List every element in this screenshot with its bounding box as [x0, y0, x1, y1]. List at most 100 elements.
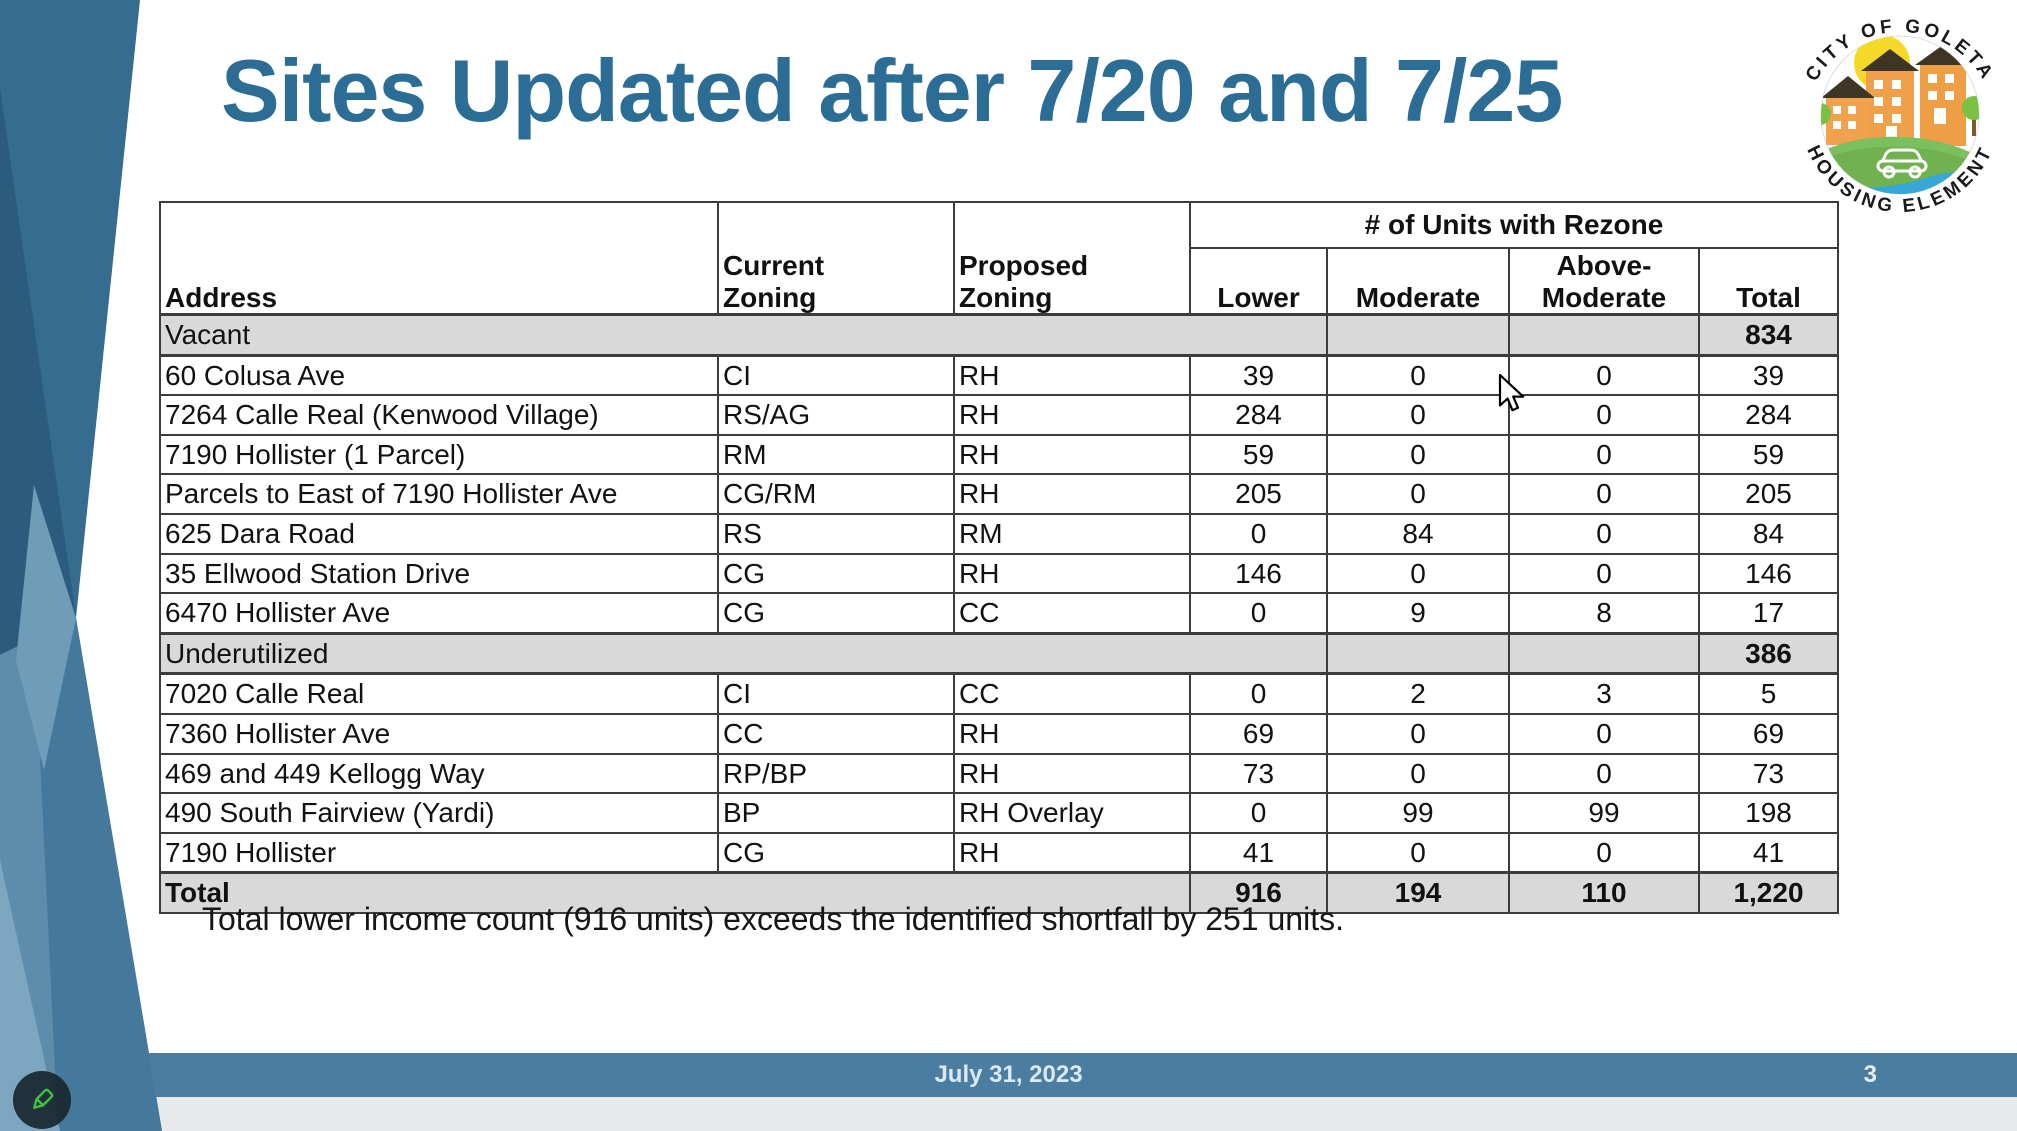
table-row: 490 South Fairview (Yardi) BP RH Overlay 0 9…: [159, 792, 1839, 834]
table-row: 6470 Hollister Ave CG CC 0 9 8 17: [159, 592, 1839, 635]
table-cell: 7190 Hollister (1 Parcel): [159, 433, 719, 476]
table-cell: 0: [1508, 712, 1700, 755]
table-cell: 5: [1698, 672, 1839, 715]
table-cell: 0: [1508, 512, 1700, 555]
table-body: Vacant 834 60 Colusa Ave CI RH 39 0 0 39 7264 Cal…: [159, 313, 1839, 914]
table-cell: 146: [1189, 552, 1328, 595]
table-row: 469 and 449 Kellogg Way RP/BP RH 73 0 0 73: [159, 752, 1839, 795]
table-cell: 834: [1698, 313, 1839, 357]
table-row: 7190 Hollister (1 Parcel) RM RH 59 0 0 59: [159, 433, 1839, 476]
section-row: Underutilized 386: [159, 631, 1839, 676]
table-cell: 110: [1508, 871, 1700, 914]
table-cell: 69: [1189, 712, 1328, 755]
table-cell: 17: [1698, 592, 1839, 635]
table-header-sub-row: Lower Moderate Above- Moderate Total: [160, 247, 1839, 316]
table-header-group-row: Address Current Zoning Proposed Zoning #…: [159, 201, 1839, 316]
table-cell: CI: [717, 354, 955, 397]
table-cell: 9: [1326, 592, 1510, 635]
table-cell: 0: [1189, 672, 1328, 715]
table-cell: 39: [1189, 354, 1328, 397]
table-cell: 0: [1326, 752, 1510, 795]
table-cell: 205: [1698, 473, 1839, 515]
table-cell: 490 South Fairview (Yardi): [159, 792, 719, 834]
col-header-proposed-zoning: Proposed Zoning: [953, 201, 1191, 316]
table-row: 625 Dara Road RS RM 0 84 0 84: [159, 512, 1839, 555]
col-header-address: Address: [159, 201, 719, 316]
table-cell: 0: [1326, 473, 1510, 515]
table-cell: [1508, 631, 1700, 676]
col-header-lower: Lower: [1189, 247, 1328, 316]
col-header-total: Total: [1698, 247, 1839, 316]
table-cell: 99: [1326, 792, 1510, 834]
footer-bar: [0, 1053, 2017, 1097]
annotate-button[interactable]: [13, 1071, 71, 1129]
table-cell: 0: [1326, 552, 1510, 595]
table-cell: 73: [1189, 752, 1328, 795]
table-row: 60 Colusa Ave CI RH 39 0 0 39: [159, 354, 1839, 397]
table-cell: RM: [953, 512, 1191, 555]
table-cell: 469 and 449 Kellogg Way: [159, 752, 719, 795]
table-cell: 84: [1326, 512, 1510, 555]
table-cell: 0: [1189, 592, 1328, 635]
table-cell: RM: [717, 433, 955, 476]
table-cell: RP/BP: [717, 752, 955, 795]
section-row: Vacant 834: [159, 313, 1839, 357]
col-header-current-zoning: Current Zoning: [717, 201, 955, 316]
table-cell: [1326, 313, 1510, 357]
table-cell: 0: [1508, 552, 1700, 595]
table-cell: 284: [1698, 394, 1839, 436]
table-cell: 7264 Calle Real (Kenwood Village): [159, 394, 719, 436]
table-cell: 35 Ellwood Station Drive: [159, 552, 719, 595]
table-cell: 7360 Hollister Ave: [159, 712, 719, 755]
table-cell: 0: [1508, 831, 1700, 874]
table-cell: 0: [1326, 831, 1510, 874]
table-cell: 625 Dara Road: [159, 512, 719, 555]
footer-date: July 31, 2023: [934, 1061, 1083, 1088]
table-cell: 1,220: [1698, 871, 1839, 914]
table-cell: 386: [1698, 631, 1839, 676]
table-cell: CG: [717, 592, 955, 635]
slide-theme-art: [0, 0, 162, 1131]
table-cell: Underutilized: [159, 631, 1328, 676]
table-cell: 916: [1189, 871, 1328, 914]
table-row: Parcels to East of 7190 Hollister Ave CG/…: [159, 473, 1839, 515]
table-cell: 0: [1326, 354, 1510, 397]
table-cell: 3: [1508, 672, 1700, 715]
table-cell: 0: [1508, 473, 1700, 515]
table-cell: 39: [1698, 354, 1839, 397]
table-cell: Parcels to East of 7190 Hollister Ave: [159, 473, 719, 515]
table-cell: CC: [953, 592, 1191, 635]
table-cell: 0: [1189, 792, 1328, 834]
summary-note: Total lower income count (916 units) exc…: [202, 901, 1344, 937]
table-cell: 60 Colusa Ave: [159, 354, 719, 397]
col-header-moderate: Moderate: [1326, 247, 1510, 316]
table-cell: BP: [717, 792, 955, 834]
col-header-above-moderate: Above- Moderate: [1508, 247, 1700, 316]
table-cell: RH: [953, 712, 1191, 755]
table-cell: 198: [1698, 792, 1839, 834]
table-cell: 59: [1189, 433, 1328, 476]
table-cell: RH: [953, 354, 1191, 397]
table-cell: RS/AG: [717, 394, 955, 436]
table-cell: RS: [717, 512, 955, 555]
table-cell: 194: [1326, 871, 1510, 914]
table-cell: Total: [159, 871, 1191, 914]
table-cell: 0: [1189, 512, 1328, 555]
table-cell: 73: [1698, 752, 1839, 795]
pencil-icon: [33, 1088, 54, 1109]
table-cell: [1508, 313, 1700, 357]
table-cell: RH: [953, 394, 1191, 436]
table-cell: [1326, 631, 1510, 676]
total-row: Total 916 194 110 1,220: [159, 871, 1839, 914]
table-row: 35 Ellwood Station Drive CG RH 146 0 0 146: [159, 552, 1839, 595]
table-cell: 0: [1326, 394, 1510, 436]
table-cell: 8: [1508, 592, 1700, 635]
table-cell: 0: [1326, 712, 1510, 755]
table-cell: 146: [1698, 552, 1839, 595]
table-cell: 69: [1698, 712, 1839, 755]
slide-page-number: 3: [1863, 1061, 1877, 1088]
table-cell: RH: [953, 752, 1191, 795]
city-of-goleta-housing-element-logo: CITY OF GOLETA HOUSING ELEMENT: [1802, 16, 1995, 217]
page-title: Sites Updated after 7/20 and 7/25: [221, 41, 1563, 140]
